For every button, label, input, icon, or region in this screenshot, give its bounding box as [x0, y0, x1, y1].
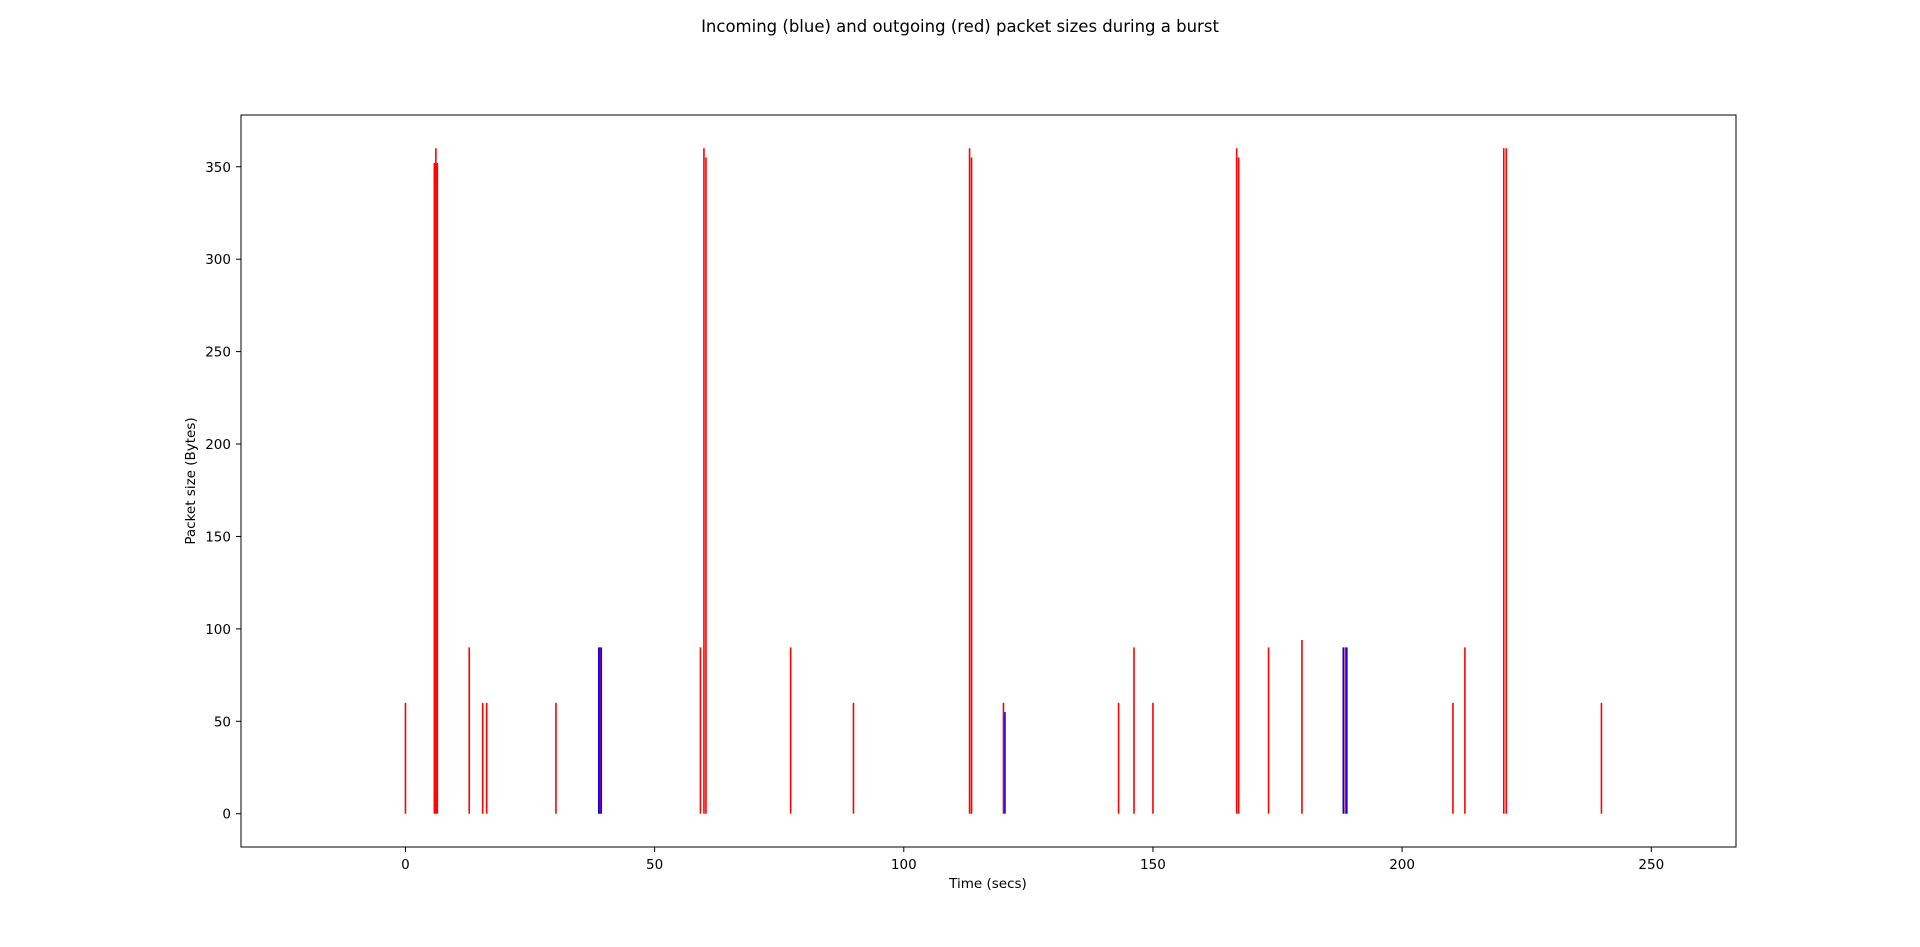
y-axis: 0 50 100 150 200 250 300 350 — [205, 160, 241, 823]
y-tick-label: 0 — [222, 807, 231, 823]
x-axis-label: Time (secs) — [948, 876, 1027, 892]
y-tick-label: 350 — [205, 160, 231, 176]
y-tick-label: 200 — [205, 437, 231, 453]
x-tick-label: 100 — [891, 857, 917, 873]
x-axis: 0 50 100 150 200 250 — [401, 847, 1664, 873]
x-tick-label: 250 — [1638, 857, 1664, 873]
y-axis-label: Packet size (Bytes) — [183, 417, 199, 544]
y-tick-label: 150 — [205, 529, 231, 545]
y-tick-label: 100 — [205, 622, 231, 638]
x-tick-label: 200 — [1389, 857, 1415, 873]
y-tick-label: 50 — [214, 714, 231, 730]
x-tick-label: 150 — [1140, 857, 1166, 873]
plot-frame — [240, 114, 1737, 848]
x-tick-label: 50 — [646, 857, 663, 873]
y-tick-label: 250 — [205, 345, 231, 361]
chart-title: Incoming (blue) and outgoing (red) packe… — [701, 17, 1219, 36]
y-tick-label: 300 — [205, 252, 231, 268]
x-tick-label: 0 — [401, 857, 410, 873]
packet-marks — [404, 148, 1603, 814]
